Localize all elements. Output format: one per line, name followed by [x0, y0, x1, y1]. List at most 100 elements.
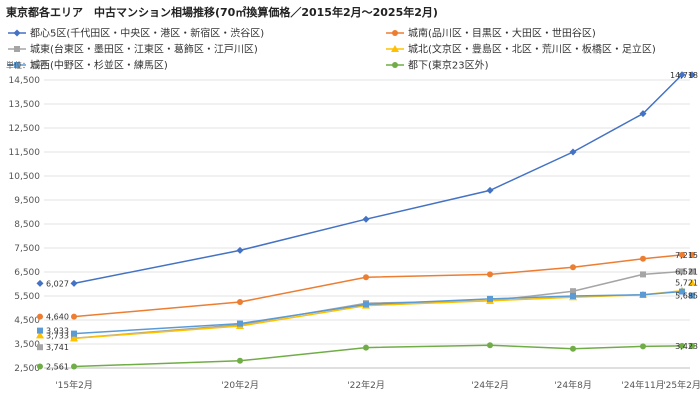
legend-label: 城西(中野区・杉並区・練馬区) — [30, 59, 168, 72]
y-tick-label: 5,500 — [14, 292, 40, 302]
data-point — [486, 186, 494, 194]
legend-label: 都心5区(千代田区・中央区・港区・新宿区・渋谷区) — [30, 27, 264, 40]
legend-label: 都下(東京23区外) — [408, 59, 489, 72]
data-point — [70, 334, 78, 342]
start-label-marker — [36, 279, 44, 287]
data-point — [570, 264, 576, 271]
start-value-label: 2,561 — [46, 363, 69, 372]
x-tick-label: '20年2月 — [221, 379, 259, 391]
legend-marker — [392, 62, 398, 68]
legend-item-3: 城東(台東区・墨田区・江東区・葛飾区・江戸川区) — [8, 43, 258, 56]
start-value-label: 4,640 — [46, 313, 69, 322]
x-tick-label: '25年2月 — [663, 379, 700, 391]
data-point — [71, 330, 77, 337]
end-label-marker — [689, 292, 695, 299]
x-tick-label: '24年8月 — [554, 379, 592, 391]
y-tick-label: 8,500 — [14, 220, 40, 230]
y-axis-ticks: 2,500 3,500 4,500 5,500 6,500 7,500 8,500 9,500… — [9, 76, 41, 374]
data-point — [237, 320, 243, 327]
data-point — [487, 342, 493, 349]
data-point — [569, 148, 577, 156]
y-tick-label: 4,500 — [14, 316, 40, 326]
end-label-marker — [688, 278, 696, 286]
end-value-label: 7,215 — [675, 251, 698, 260]
data-point — [487, 271, 493, 278]
end-label-marker — [689, 251, 695, 258]
data-point — [236, 246, 244, 254]
y-tick-label: 2,500 — [14, 364, 40, 374]
data-point — [640, 343, 646, 350]
gridlines — [44, 79, 690, 369]
data-point — [487, 295, 493, 302]
data-point — [363, 344, 369, 351]
series-3: 3,741 6,521 — [37, 267, 698, 352]
start-label-marker — [37, 344, 43, 351]
series-6: 2,561 3,423 — [37, 342, 698, 372]
data-point — [570, 345, 576, 352]
legend-item-4: 城北(文京区・豊島区・北区・荒川区・板橋区・足立区) — [386, 43, 656, 56]
y-axis-unit: 単位：万円 — [6, 60, 46, 70]
x-tick-label: '24年2月 — [471, 379, 509, 391]
data-point — [363, 301, 369, 308]
data-point — [362, 215, 370, 223]
series-line — [73, 289, 683, 340]
data-point — [640, 271, 646, 278]
legend-item-6: 都下(東京23区外) — [386, 59, 489, 72]
end-label-marker — [689, 268, 695, 275]
x-axis-ticks: '15年2月 '20年2月 '22年2月 '24年2月 '24年8月 '24年11月'25… — [55, 379, 700, 391]
y-tick-label: 11,500 — [9, 148, 41, 158]
start-label-marker — [37, 327, 43, 334]
end-value-label: 6,521 — [675, 267, 698, 276]
legend-marker — [14, 46, 20, 52]
data-point — [639, 110, 647, 118]
legend-marker — [391, 45, 399, 52]
plot-area: 6,027 14,718 4,640 7,215 3,741 6,521 3,733 5,72… — [36, 71, 698, 372]
y-tick-label: 6,500 — [14, 268, 40, 278]
y-tick-label: 9,500 — [14, 196, 40, 206]
start-value-label: 3,933 — [46, 327, 69, 336]
legend-item-1: 都心5区(千代田区・中央区・港区・新宿区・渋谷区) — [8, 27, 264, 40]
start-value-label: 3,741 — [46, 343, 69, 352]
data-point — [363, 274, 369, 281]
series-5: 3,933 5,685 — [37, 288, 698, 337]
data-point — [71, 363, 77, 370]
chart-title: 東京都各エリア 中古マンション相場推移(70㎡換算価格／2015年2月～2025… — [6, 5, 438, 19]
data-point — [640, 291, 646, 298]
series-line — [73, 254, 683, 318]
legend-label: 城南(品川区・目黒区・大田区・世田谷区) — [408, 27, 596, 40]
series-line — [73, 290, 683, 335]
legend-label: 城東(台東区・墨田区・江東区・葛飾区・江戸川区) — [30, 43, 258, 56]
y-tick-label: 3,500 — [14, 340, 40, 350]
start-label-marker — [37, 363, 43, 370]
data-point — [570, 293, 576, 299]
x-tick-label: '15年2月 — [55, 379, 93, 391]
end-value-label: 14,718 — [670, 71, 698, 80]
legend: 都心5区(千代田区・中央区・港区・新宿区・渋谷区) 城南(品川区・目黒区・大田区・… — [8, 27, 656, 72]
y-tick-label: 10,500 — [9, 172, 41, 182]
end-value-label: 3,423 — [675, 342, 698, 351]
legend-item-5: 城西(中野区・杉並区・練馬区) — [8, 59, 168, 72]
legend-item-2: 城南(品川区・目黒区・大田区・世田谷区) — [386, 27, 596, 40]
legend-marker — [14, 62, 20, 68]
data-point — [678, 71, 686, 79]
start-value-label: 6,027 — [46, 279, 69, 288]
legend-label: 城北(文京区・豊島区・北区・荒川区・板橋区・足立区) — [408, 43, 656, 56]
data-point — [70, 279, 78, 287]
data-point — [679, 342, 685, 349]
series-line — [73, 344, 683, 368]
legend-marker — [392, 30, 398, 36]
end-value-label: 5,721 — [675, 279, 698, 288]
data-point — [679, 288, 685, 295]
end-value-label: 5,685 — [675, 292, 698, 301]
start-label-marker — [37, 313, 43, 320]
start-value-label: 3,733 — [46, 331, 69, 340]
data-point — [679, 268, 685, 275]
series-2: 4,640 7,215 — [37, 251, 698, 322]
data-point — [679, 251, 685, 258]
y-tick-label: 12,500 — [9, 124, 41, 134]
data-point — [570, 288, 576, 295]
legend-marker — [13, 29, 21, 37]
end-label-marker — [689, 342, 695, 349]
series-1: 6,027 14,718 — [36, 71, 698, 288]
